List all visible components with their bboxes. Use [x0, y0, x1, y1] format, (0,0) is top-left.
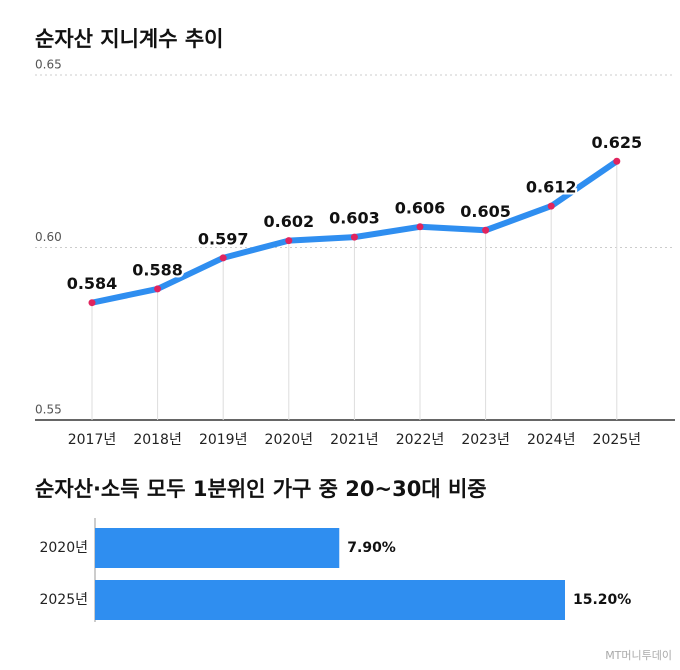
x-tick-label: 2020년	[265, 432, 314, 448]
watermark: MT머니투데이	[605, 649, 672, 662]
x-tick-label: 2023년	[461, 432, 510, 448]
data-label: 0.584	[67, 274, 118, 293]
marker	[613, 157, 621, 165]
chart-title: 순자산·소득 모두 1분위인 가구 중 20~30대 비중	[35, 477, 487, 501]
y-tick-label: 0.55	[35, 403, 62, 417]
x-tick-label: 2019년	[199, 432, 248, 448]
bar	[95, 580, 565, 620]
chart-title: 순자산 지니계수 추이	[35, 27, 224, 51]
marker	[482, 226, 490, 234]
marker	[88, 299, 96, 307]
y-tick-label: 2025년	[39, 592, 88, 608]
data-label: 0.606	[395, 198, 446, 217]
data-label: 0.602	[263, 212, 314, 231]
bar	[95, 528, 340, 568]
x-tick-label: 2017년	[68, 432, 117, 448]
marker	[416, 223, 424, 231]
data-label: 0.605	[460, 202, 511, 221]
data-label: 0.612	[526, 178, 577, 197]
x-tick-label: 2018년	[133, 432, 182, 448]
y-tick-label: 2020년	[39, 540, 88, 556]
x-tick-label: 2025년	[593, 432, 642, 448]
x-tick-label: 2022년	[396, 432, 445, 448]
data-label: 0.588	[132, 260, 183, 279]
x-tick-label: 2021년	[330, 432, 379, 448]
marker	[547, 202, 555, 210]
y-tick-label: 0.65	[35, 58, 62, 72]
marker	[154, 285, 162, 293]
data-label: 15.20%	[573, 592, 631, 608]
marker	[219, 254, 227, 262]
x-tick-label: 2024년	[527, 432, 576, 448]
data-label: 7.90%	[347, 540, 396, 556]
data-label: 0.625	[591, 133, 642, 152]
marker	[350, 233, 358, 241]
data-label: 0.603	[329, 209, 380, 228]
marker	[285, 237, 293, 245]
y-tick-label: 0.60	[35, 230, 62, 244]
data-label: 0.597	[198, 229, 249, 248]
